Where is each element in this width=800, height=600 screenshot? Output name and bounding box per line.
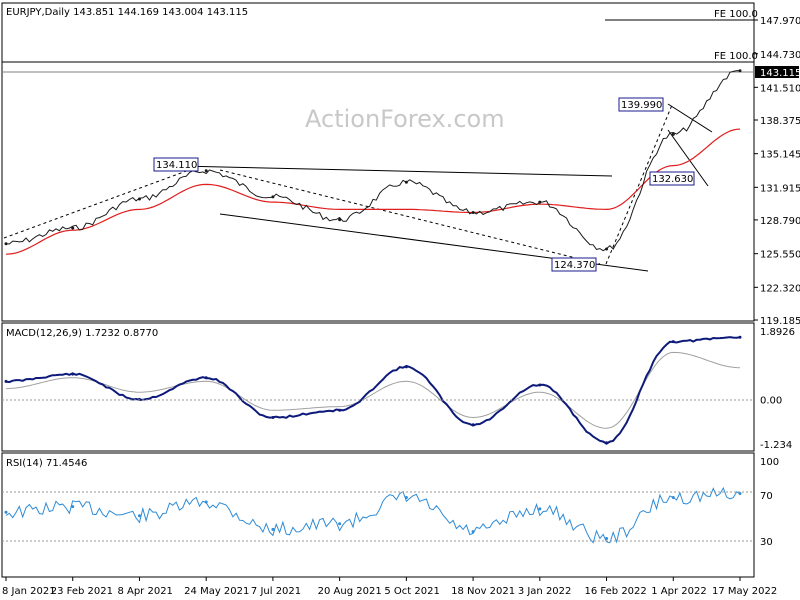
price-point [137,197,141,201]
macd-point [738,335,742,339]
macd-point [605,441,609,445]
label-box-134110 [153,157,199,172]
macd-ytick-label: -1.234 [760,440,792,451]
rsi-header: RSI(14) 71.4546 [6,458,87,469]
xtick-label: 3 Jan 2022 [518,586,572,597]
price-point [471,210,475,214]
price-point [404,180,408,184]
dashed-rally-line [605,104,673,265]
dashed-resistance-line [219,169,601,265]
price-point [538,200,542,204]
macd-line [5,336,741,445]
fe-label-lower: FE 100.0 [714,51,758,62]
macd-ytick-label: 1.8926 [760,327,795,338]
annotation-139990: 139.990 [621,100,662,111]
label-box-139990 [618,97,664,112]
last-price-text: 143.115 [760,68,800,79]
price-point [605,247,609,251]
price-line [5,70,741,252]
rsi-point [538,507,542,511]
rsi-point [671,495,675,499]
macd-ytick-label: 0.00 [760,395,782,406]
rsi-point [4,510,8,514]
watermark: ActionForex.com [305,105,505,133]
xtick-label: 1 Apr 2022 [651,586,706,597]
xtick-label: 18 Nov 2021 [451,586,515,597]
macd-point [671,340,675,344]
xtick-label: 8 Apr 2021 [117,586,172,597]
label-box-124370 [551,257,597,272]
price-point [4,242,8,246]
price-ytick-label: 128.790 [760,216,800,227]
macd-point [538,383,542,387]
price-ytick-label: 144.730 [760,50,800,61]
rsi-point [338,522,342,526]
macd-point [204,376,208,380]
upper-channel-line [179,165,613,177]
xtick-label: 5 Oct 2021 [384,586,439,597]
rsi-panel [1,452,755,578]
rsi-point [471,530,475,534]
xtick-label: 7 Jul 2021 [251,586,301,597]
annotation-132630: 132.630 [652,174,693,185]
rsi-ytick-label: 30 [760,537,773,548]
xtick-label: 23 Feb 2021 [51,586,113,597]
price-ytick-label: 122.320 [760,283,800,294]
price-point [338,218,342,222]
xtick-label: 16 Feb 2022 [585,586,647,597]
macd-header: MACD(12,26,9) 1.7232 0.8770 [6,328,158,339]
xtick-label: 8 Jan 2021 [2,586,56,597]
price-point [738,69,742,73]
rsi-point [271,527,275,531]
macd-point [4,379,8,383]
moving-average-line [5,128,741,255]
xtick-label: 17 May 2022 [712,586,777,597]
macd-point [404,365,408,369]
label-box-132630 [649,171,695,186]
price-ytick-label: 141.510 [760,83,800,94]
macd-point [471,423,475,427]
rsi-ytick-label: 70 [760,491,773,502]
price-point [271,195,275,199]
price-ytick-label: 135.145 [760,150,800,161]
rsi-point [404,495,408,499]
annotation-134110: 134.110 [156,160,197,171]
last-price-badge [755,66,799,78]
dashed-support-line [3,165,201,239]
annotation-124370: 124.370 [554,260,595,271]
rsi-point [204,500,208,504]
price-header: EURJPY,Daily 143.851 144.169 143.004 143… [6,7,248,18]
xtick-label: 24 May 2021 [184,586,249,597]
price-ytick-label: 138.375 [760,116,800,127]
macd-signal-line [5,351,741,429]
rsi-point [71,505,75,509]
macd-point [71,372,75,376]
flag-lower-line [667,129,709,187]
price-ytick-label: 125.550 [760,250,800,261]
price-ytick-label: 119.185 [760,316,800,327]
fe-label-upper: FE 100.0 [714,9,758,20]
rsi-point [137,514,141,518]
rsi-line [5,486,741,544]
price-point [671,132,675,136]
price-ytick-label: 131.915 [760,183,800,194]
rsi-ytick-label: 100 [760,457,779,468]
flag-upper-line [667,103,713,133]
price-point [71,226,75,230]
macd-panel [1,322,755,452]
macd-point [338,408,342,412]
macd-point [271,415,275,419]
price-point [204,169,208,173]
price-panel [1,2,755,322]
rsi-point [738,492,742,496]
xtick-label: 20 Aug 2021 [318,586,382,597]
price-ytick-label: 147.970 [760,16,800,27]
rsi-point [605,537,609,541]
